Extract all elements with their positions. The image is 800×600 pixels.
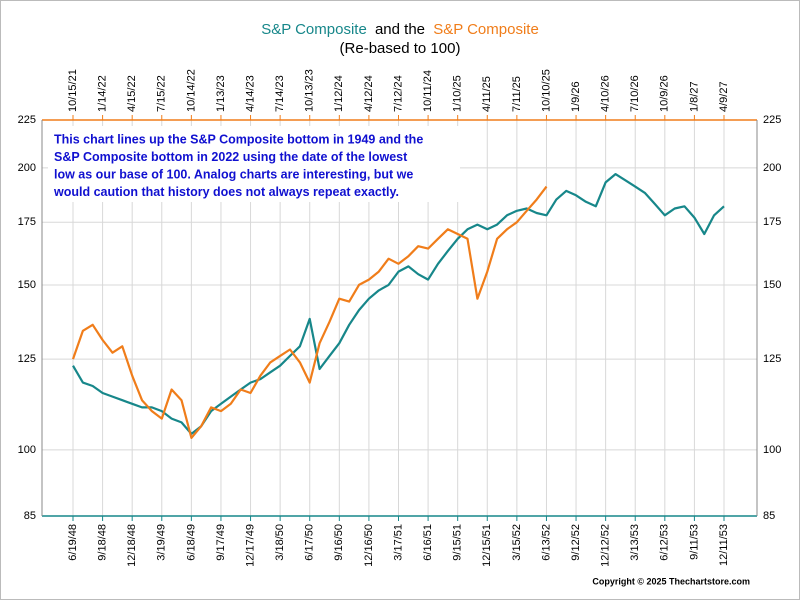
- x-tick-label: 6/17/50: [304, 524, 316, 561]
- x-top-tick-label: 7/11/25: [511, 76, 523, 112]
- x-tick-label: 6/16/51: [422, 524, 434, 561]
- x-top-tick-label: 1/10/25: [452, 75, 464, 112]
- x-top-tick-label: 4/11/25: [481, 76, 493, 112]
- y-tick-label: 175: [763, 216, 781, 228]
- x-tick-label: 9/18/48: [96, 524, 108, 561]
- x-tick-label: 3/13/53: [629, 524, 641, 561]
- x-tick-label: 12/12/52: [600, 524, 612, 567]
- x-top-tick-label: 1/12/24: [333, 75, 345, 112]
- title-part: S&P Composite: [261, 21, 367, 38]
- y-tick-label: 85: [24, 510, 36, 522]
- x-tick-label: 12/16/50: [363, 524, 375, 567]
- x-tick-label: 9/11/53: [688, 524, 700, 560]
- x-top-tick-label: 7/15/22: [156, 75, 168, 112]
- x-tick-label: 3/15/52: [511, 524, 523, 561]
- y-tick-label: 200: [18, 162, 36, 174]
- x-tick-label: 9/15/51: [452, 524, 464, 561]
- x-top-tick-label: 10/9/26: [659, 75, 671, 112]
- annotation-line: S&P Composite bottom in 2022 using the d…: [54, 150, 408, 164]
- y-tick-label: 125: [763, 353, 781, 365]
- x-top-tick-label: 1/8/27: [688, 81, 700, 112]
- y-tick-label: 175: [18, 216, 36, 228]
- x-top-tick-label: 4/12/24: [363, 75, 375, 112]
- x-tick-label: 9/17/49: [215, 524, 227, 561]
- y-tick-label: 200: [763, 162, 781, 174]
- annotation-box: [48, 126, 460, 202]
- annotation-line: This chart lines up the S&P Composite bo…: [54, 132, 423, 146]
- x-tick-label: 3/17/51: [392, 524, 404, 561]
- x-top-tick-label: 10/11/24: [422, 70, 434, 112]
- x-top-tick-label: 7/12/24: [392, 75, 404, 112]
- title-part: and the: [375, 21, 425, 38]
- x-top-tick-label: 10/15/21: [67, 69, 79, 112]
- y-tick-label: 150: [18, 279, 36, 291]
- x-top-tick-label: 4/10/26: [600, 75, 612, 112]
- y-tick-label: 85: [763, 510, 775, 522]
- x-tick-label: 6/19/48: [67, 524, 79, 561]
- x-tick-label: 12/18/48: [126, 524, 138, 567]
- x-tick-label: 9/12/52: [570, 524, 582, 561]
- x-top-tick-label: 7/14/23: [274, 75, 286, 112]
- x-tick-label: 6/12/53: [659, 524, 671, 561]
- y-tick-label: 100: [18, 444, 36, 456]
- x-top-tick-label: 4/14/23: [244, 75, 256, 112]
- y-tick-label: 100: [763, 444, 781, 456]
- x-tick-label: 3/18/50: [274, 524, 286, 561]
- x-top-tick-label: 1/13/23: [215, 75, 227, 112]
- series-line: [71, 185, 548, 439]
- x-tick-label: 6/18/49: [185, 524, 197, 561]
- x-top-tick-label: 10/13/23: [304, 69, 316, 112]
- x-top-tick-label: 1/9/26: [570, 81, 582, 112]
- x-top-tick-label: 4/15/22: [126, 75, 138, 112]
- x-tick-label: 12/11/53: [718, 524, 730, 566]
- chart-title: S&P Composite and the S&P Composite: [261, 21, 539, 38]
- x-top-tick-label: 7/10/26: [629, 75, 641, 112]
- x-top-tick-label: 10/14/22: [185, 69, 197, 112]
- x-top-tick-label: 10/10/25: [540, 69, 552, 112]
- copyright: Copyright © 2025 Thechartstore.com: [592, 576, 750, 586]
- x-top-tick-label: 1/14/22: [96, 75, 108, 112]
- title-part: S&P Composite: [433, 21, 539, 38]
- x-tick-label: 12/15/51: [481, 524, 493, 567]
- y-tick-label: 225: [763, 114, 781, 126]
- chart-subtitle: (Re-based to 100): [340, 40, 461, 57]
- x-tick-label: 12/17/49: [244, 524, 256, 567]
- x-tick-label: 3/19/49: [156, 524, 168, 561]
- y-tick-label: 225: [18, 114, 36, 126]
- x-tick-label: 6/13/52: [540, 524, 552, 561]
- y-tick-label: 150: [763, 279, 781, 291]
- annotation-line: would caution that history does not alwa…: [53, 185, 399, 199]
- y-tick-label: 125: [18, 353, 36, 365]
- x-tick-label: 9/16/50: [333, 524, 345, 561]
- series-line: [72, 173, 725, 435]
- annotation-line: low as our base of 100. Analog charts ar…: [54, 167, 413, 181]
- x-top-tick-label: 4/9/27: [718, 81, 730, 112]
